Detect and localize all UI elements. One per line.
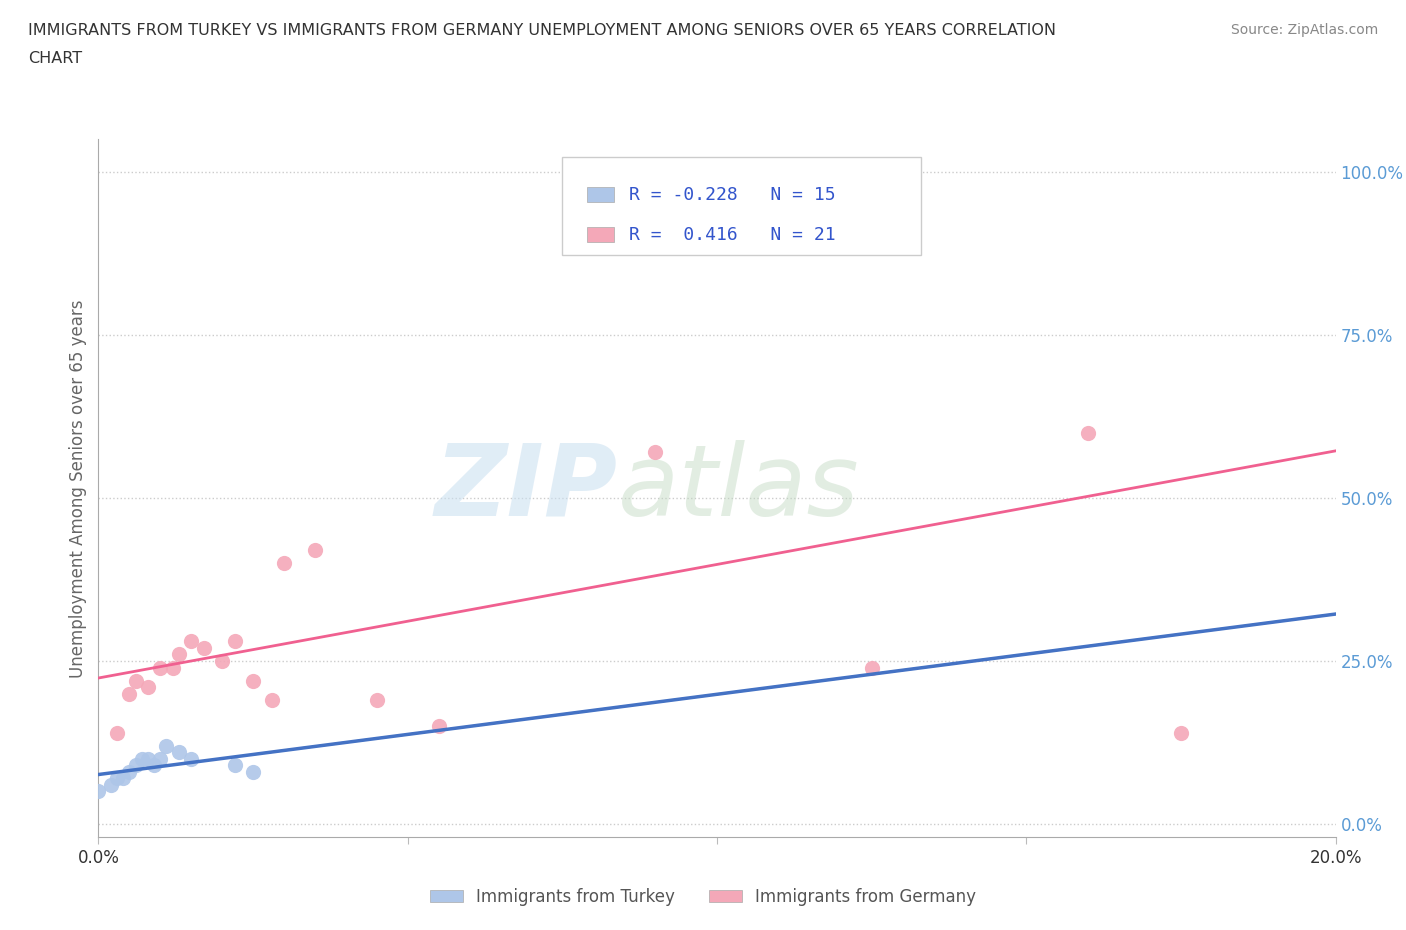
- Point: [105, 771, 128, 786]
- Point: [242, 673, 264, 688]
- Point: [149, 660, 172, 675]
- Point: [366, 693, 388, 708]
- Point: [167, 745, 190, 760]
- Text: R = -0.228   N = 15: R = -0.228 N = 15: [630, 186, 835, 204]
- Y-axis label: Unemployment Among Seniors over 65 years: Unemployment Among Seniors over 65 years: [69, 299, 87, 677]
- Point: [860, 165, 883, 179]
- Point: [193, 641, 215, 656]
- Point: [180, 634, 202, 649]
- Point: [143, 758, 166, 773]
- Text: atlas: atlas: [619, 440, 859, 537]
- Point: [105, 725, 128, 740]
- Point: [180, 751, 202, 766]
- Point: [118, 764, 141, 779]
- Point: [273, 556, 295, 571]
- Point: [224, 758, 246, 773]
- Point: [260, 693, 283, 708]
- Point: [100, 777, 122, 792]
- Point: [211, 654, 233, 669]
- Point: [124, 758, 146, 773]
- Point: [112, 771, 135, 786]
- Point: [136, 680, 159, 695]
- Point: [118, 686, 141, 701]
- Point: [149, 751, 172, 766]
- Point: [1077, 425, 1099, 440]
- Point: [162, 660, 184, 675]
- Point: [1170, 725, 1192, 740]
- Point: [136, 751, 159, 766]
- Point: [167, 647, 190, 662]
- Point: [87, 784, 110, 799]
- Point: [155, 738, 177, 753]
- Bar: [588, 227, 614, 243]
- Text: CHART: CHART: [28, 51, 82, 66]
- Point: [242, 764, 264, 779]
- Point: [131, 751, 153, 766]
- Point: [860, 660, 883, 675]
- Legend: Immigrants from Turkey, Immigrants from Germany: Immigrants from Turkey, Immigrants from …: [423, 881, 983, 912]
- Point: [644, 445, 666, 459]
- Point: [224, 634, 246, 649]
- Text: ZIP: ZIP: [434, 440, 619, 537]
- Bar: [588, 187, 614, 203]
- Point: [304, 543, 326, 558]
- Text: R =  0.416   N = 21: R = 0.416 N = 21: [630, 226, 835, 244]
- FancyBboxPatch shape: [562, 157, 921, 255]
- Point: [124, 673, 146, 688]
- Point: [427, 719, 450, 734]
- Text: Source: ZipAtlas.com: Source: ZipAtlas.com: [1230, 23, 1378, 37]
- Text: IMMIGRANTS FROM TURKEY VS IMMIGRANTS FROM GERMANY UNEMPLOYMENT AMONG SENIORS OVE: IMMIGRANTS FROM TURKEY VS IMMIGRANTS FRO…: [28, 23, 1056, 38]
